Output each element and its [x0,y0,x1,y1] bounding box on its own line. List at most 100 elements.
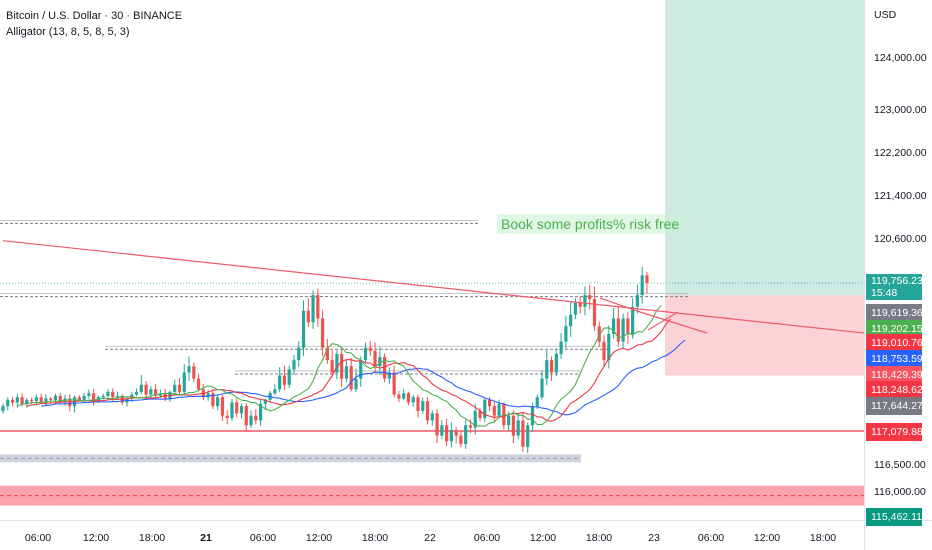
candle [483,397,487,423]
candle [139,374,143,395]
candle [297,341,301,367]
candle [134,388,139,397]
price-tick-label: 124,000.00 [874,52,927,64]
symbol-title[interactable]: Bitcoin / U.S. Dollar · 30 · BINANCE [6,10,183,22]
currency-label[interactable]: USD [874,9,897,21]
time-tick-label: 12:00 [306,532,332,544]
countdown-label: 15:48 [871,287,898,299]
price-tick-label: 122,200.00 [874,147,927,159]
price-label-value: 119,010.76 [871,337,923,349]
candle [15,393,19,408]
candle [196,373,201,392]
candle [311,290,315,329]
candle [120,394,124,406]
candle [192,362,196,383]
candle [182,364,186,395]
candle [459,430,463,448]
candle [445,418,449,447]
time-tick-label: 06:00 [25,532,51,544]
candle [87,389,91,399]
time-tick-label: 06:00 [698,532,724,544]
candle [30,397,34,405]
jaw-line [41,339,686,416]
candle [239,403,244,419]
indicator-title[interactable]: Alligator (13, 8, 5, 8, 5, 3) [6,26,130,38]
candle [292,354,296,375]
candle [554,348,558,377]
candle [349,357,353,392]
time-tick-label: 18:00 [362,532,388,544]
candle [516,414,520,439]
candle [230,398,234,421]
candle [34,394,38,406]
candle [220,394,225,421]
candle [125,396,129,407]
price-tick-label: 116,000.00 [874,486,926,498]
candle [278,367,282,393]
candle [187,356,191,381]
price-label-box: 118,753.59 [866,350,923,368]
candle [468,418,473,434]
candle [368,341,372,357]
candle [402,389,406,401]
candle [1,403,5,414]
candle [616,306,620,347]
candle [154,384,158,398]
time-tick-label: 12:00 [754,532,780,544]
time-tick-label: 18:00 [139,532,165,544]
candle [530,402,535,432]
candle [631,298,635,339]
time-tick-label: 21 [200,532,212,544]
candle [602,335,606,367]
price-tick-label: 116,500.00 [874,459,926,471]
time-tick-label: 18:00 [810,532,836,544]
candle [68,394,72,412]
candle [320,309,325,357]
price-label-box: 119,619.36 [866,304,923,322]
candle [340,348,344,387]
candle [72,395,77,413]
candle [10,396,15,407]
candle [454,427,458,444]
candle [545,350,549,386]
projection-line [647,311,679,331]
time-tick-label: 12:00 [83,532,109,544]
time-axis[interactable]: 06:00 12:00 18:00 21 06:00 12:00 18:00 22 06:00 1… [25,532,836,544]
chart-annotation[interactable]: Book some profits% risk free [497,214,684,234]
candle [607,325,611,369]
price-label-value: 115,462.11 [871,511,922,523]
candle [435,409,439,444]
trendline[interactable] [2,240,865,334]
candle [225,410,229,425]
time-tick-label: 22 [424,532,436,544]
price-tick-label: 121,400.00 [874,190,927,202]
candle [201,384,205,401]
candle [106,389,110,399]
candle [92,389,96,406]
candle [244,402,248,432]
price-label-value: 119,756.23 [871,275,923,287]
candle [559,333,563,360]
candle [359,356,363,387]
candle [235,398,239,418]
time-tick-label: 06:00 [250,532,276,544]
candle [301,300,306,357]
candle [325,339,329,364]
candle [421,397,425,414]
descending-trendline [2,240,865,334]
candle [387,367,391,384]
candle [473,403,477,435]
candle [373,342,377,374]
candle [597,321,601,347]
candle [578,296,582,314]
candle [211,389,215,409]
candle [392,365,396,398]
projection-line [599,297,708,334]
candle [640,266,644,304]
candle [406,391,411,406]
price-axis[interactable]: 124,000.00 123,000.00 122,200.00 121,400.00… [874,52,927,498]
price-label-box: 119,202.15 [866,320,923,338]
price-label-box: 117,644.27 [866,397,923,415]
candle [49,396,53,403]
